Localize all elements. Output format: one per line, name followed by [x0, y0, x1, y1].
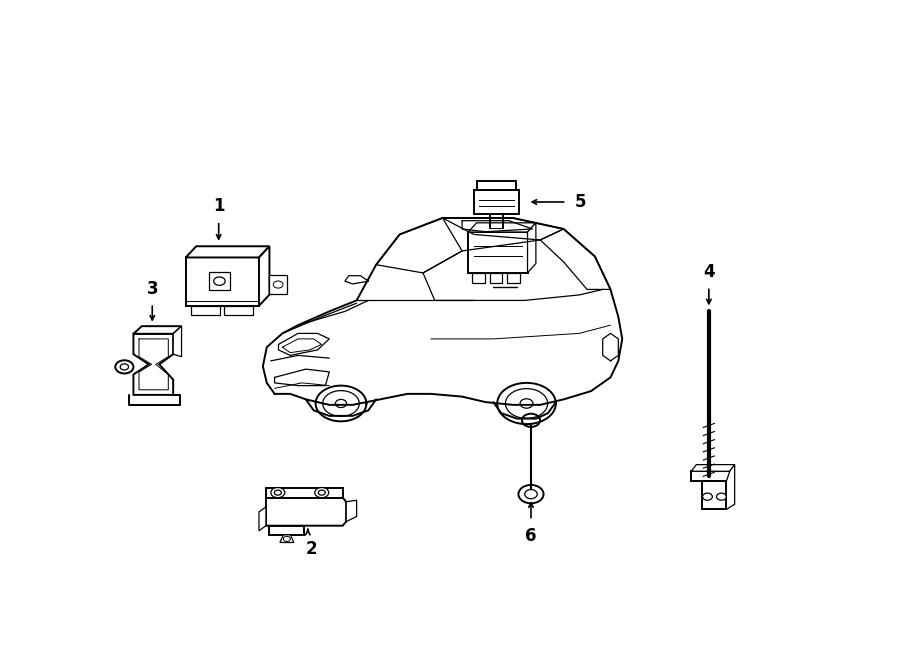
Polygon shape	[527, 223, 536, 273]
Text: 1: 1	[213, 197, 224, 215]
Bar	[209, 272, 230, 290]
Polygon shape	[259, 247, 269, 306]
Polygon shape	[702, 481, 726, 510]
Text: 6: 6	[526, 527, 536, 545]
Circle shape	[271, 488, 284, 498]
Text: 5: 5	[575, 193, 587, 211]
Circle shape	[522, 414, 540, 427]
Circle shape	[284, 536, 291, 541]
Bar	[192, 306, 220, 315]
Polygon shape	[691, 465, 734, 471]
Bar	[468, 232, 527, 273]
Polygon shape	[266, 498, 346, 525]
Circle shape	[121, 364, 129, 370]
Polygon shape	[269, 525, 304, 535]
Bar	[472, 273, 485, 283]
Polygon shape	[280, 535, 293, 543]
Circle shape	[518, 485, 544, 503]
Circle shape	[520, 399, 533, 408]
Polygon shape	[173, 326, 182, 357]
Polygon shape	[259, 507, 266, 531]
Bar	[508, 273, 520, 283]
Polygon shape	[133, 334, 173, 395]
Polygon shape	[346, 500, 356, 522]
Circle shape	[213, 277, 225, 286]
Polygon shape	[185, 247, 269, 258]
Text: 4: 4	[703, 263, 715, 282]
Polygon shape	[726, 465, 734, 510]
Circle shape	[525, 490, 537, 498]
Polygon shape	[691, 471, 730, 481]
Circle shape	[274, 281, 283, 288]
Bar	[269, 276, 287, 293]
Polygon shape	[468, 223, 536, 232]
Circle shape	[315, 488, 328, 498]
Circle shape	[319, 490, 325, 495]
Circle shape	[716, 493, 726, 500]
Circle shape	[115, 360, 133, 373]
Circle shape	[274, 490, 282, 495]
Polygon shape	[266, 488, 343, 498]
Bar	[490, 273, 502, 283]
Polygon shape	[477, 180, 516, 190]
Bar	[185, 257, 259, 306]
Polygon shape	[133, 326, 182, 334]
Text: 2: 2	[305, 540, 317, 558]
Circle shape	[336, 399, 346, 408]
Circle shape	[703, 493, 713, 500]
Text: 3: 3	[147, 280, 158, 298]
Bar	[224, 306, 253, 315]
Bar	[473, 190, 519, 214]
